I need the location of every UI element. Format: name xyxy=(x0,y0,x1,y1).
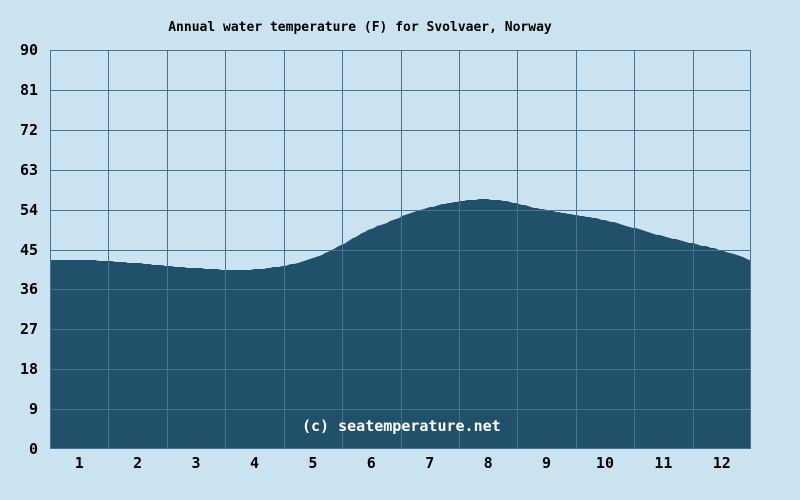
y-tick-label: 63 xyxy=(19,160,38,179)
x-tick-label: 6 xyxy=(366,454,376,472)
plot-frame xyxy=(50,50,751,449)
x-tick-label: 1 xyxy=(74,454,84,472)
y-tick-label: 0 xyxy=(28,440,38,458)
plot-area xyxy=(50,50,751,449)
y-tick-label: 18 xyxy=(19,360,38,379)
x-tick-label: 10 xyxy=(595,454,614,472)
y-tick-label: 9 xyxy=(28,400,38,419)
x-tick-label: 5 xyxy=(308,454,318,472)
y-tick-label: 54 xyxy=(19,200,38,219)
watermark-label: (c) seatemperature.net xyxy=(302,417,501,435)
temperature-area-fill xyxy=(50,199,751,449)
y-tick-label: 36 xyxy=(19,280,38,299)
x-tick-label: 7 xyxy=(425,454,435,472)
x-tick-label: 11 xyxy=(654,454,673,472)
temperature-area-chart xyxy=(50,50,751,449)
x-tick-label: 2 xyxy=(133,454,143,472)
x-tick-label: 3 xyxy=(191,454,201,472)
x-tick-label: 4 xyxy=(249,454,259,472)
x-tick-label: 12 xyxy=(712,454,731,472)
x-tick-label: 9 xyxy=(542,454,552,472)
chart-title: Annual water temperature (F) for Svolvae… xyxy=(168,20,552,35)
x-tick-label: 8 xyxy=(483,454,493,472)
y-tick-label: 81 xyxy=(19,80,38,99)
y-tick-label: 27 xyxy=(19,320,38,339)
y-tick-label: 72 xyxy=(19,120,38,139)
y-tick-label: 90 xyxy=(19,41,38,59)
y-tick-label: 45 xyxy=(19,240,38,259)
